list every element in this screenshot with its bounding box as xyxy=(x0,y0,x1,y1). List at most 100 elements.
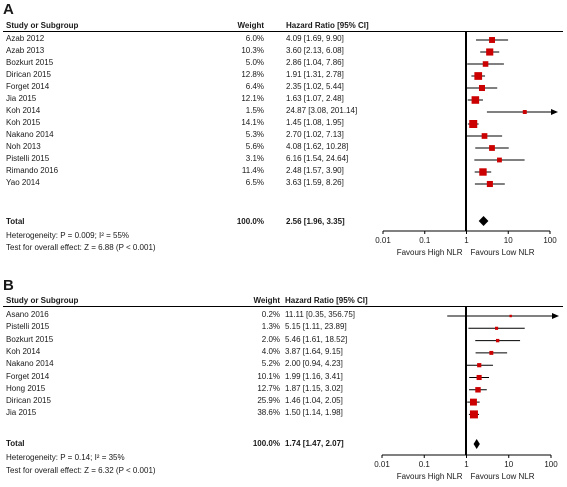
point-estimate xyxy=(479,168,487,176)
study-name: Nakano 2014 xyxy=(6,359,54,369)
x-tick-label: 0.01 xyxy=(374,460,390,469)
study-estimate: 2.86 [1.04, 7.86] xyxy=(286,58,344,67)
point-estimate xyxy=(476,374,482,381)
x-tick-label: 1 xyxy=(464,236,469,245)
study-estimate: 3.60 [2.13, 6.08] xyxy=(286,46,344,55)
panel-label: A xyxy=(3,1,14,18)
study-name: Forget 2014 xyxy=(6,82,50,91)
study-weight: 10.1% xyxy=(257,371,280,381)
study-estimate: 2.00 [0.94, 4.23] xyxy=(285,359,343,369)
study-weight: 12.1% xyxy=(241,94,264,103)
study-name: Dirican 2015 xyxy=(6,396,51,406)
study-name: Bozkurt 2015 xyxy=(6,58,54,67)
study-name: Azab 2012 xyxy=(6,34,45,43)
study-weight: 0.2% xyxy=(261,310,280,319)
x-tick-label: 10 xyxy=(504,460,513,469)
study-estimate: 2.35 [1.02, 5.44] xyxy=(286,82,344,91)
study-estimate: 1.46 [1.04, 2.05] xyxy=(285,396,343,406)
study-name: Jia 2015 xyxy=(6,94,37,103)
study-weight: 5.3% xyxy=(245,130,264,139)
study-estimate: 1.63 [1.07, 2.48] xyxy=(286,94,344,103)
heterogeneity-text: Heterogeneity: P = 0.14; I² = 35% xyxy=(6,453,125,462)
ci-arrow xyxy=(552,313,559,319)
study-weight: 25.9% xyxy=(257,396,280,406)
overall-effect-text: Test for overall effect: Z = 6.88 (P < 0… xyxy=(6,243,156,252)
study-estimate: 4.09 [1.69, 9.90] xyxy=(286,34,344,43)
forest-panel-a: A Study or Subgroup Weight Hazard Ratio … xyxy=(3,1,563,257)
point-estimate xyxy=(474,72,483,80)
study-estimate: 5.15 [1.11, 23.89] xyxy=(285,322,347,332)
point-estimate xyxy=(471,96,480,104)
study-weight: 14.1% xyxy=(241,118,264,127)
study-name: Koh 2014 xyxy=(6,346,41,356)
total-weight: 100.0% xyxy=(236,217,264,226)
study-estimate: 1.50 [1.14, 1.98] xyxy=(285,408,343,418)
point-estimate xyxy=(489,350,494,355)
heterogeneity-text: Heterogeneity: P = 0.009; I² = 55% xyxy=(6,231,130,240)
panel-label: B xyxy=(3,277,14,294)
study-estimate: 5.46 [1.61, 18.52] xyxy=(285,334,348,344)
total-estimate: 2.56 [1.96, 3.35] xyxy=(286,217,345,226)
study-estimate: 6.16 [1.54, 24.64] xyxy=(286,154,349,163)
study-estimate: 4.08 [1.62, 10.28] xyxy=(286,142,349,151)
effect-column-header: Hazard Ratio [95% CI] xyxy=(285,296,368,305)
study-weight: 11.4% xyxy=(241,166,264,175)
point-estimate xyxy=(522,110,527,114)
effect-column-header: Hazard Ratio [95% CI] xyxy=(286,21,369,30)
study-weight: 38.6% xyxy=(257,408,280,418)
total-estimate: 1.74 [1.47, 2.07] xyxy=(285,439,344,448)
point-estimate xyxy=(486,48,494,56)
study-name: Hong 2015 xyxy=(6,383,46,393)
ci-arrow xyxy=(551,109,558,115)
point-estimate xyxy=(489,37,495,43)
study-estimate: 2.70 [1.02, 7.13] xyxy=(286,130,344,139)
point-estimate xyxy=(486,180,493,188)
point-estimate xyxy=(478,84,486,92)
study-name: Pistelli 2015 xyxy=(6,322,50,332)
favours-left-label: Favours High NLR xyxy=(397,248,463,257)
study-name: Pistelli 2015 xyxy=(6,154,50,163)
study-name: Noh 2013 xyxy=(6,142,41,151)
study-weight: 1.3% xyxy=(261,322,280,332)
x-tick-label: 0.1 xyxy=(419,236,431,245)
study-name: Koh 2015 xyxy=(6,118,41,127)
study-weight: 4.0% xyxy=(261,346,280,356)
study-weight: 5.0% xyxy=(245,58,264,67)
x-tick-label: 10 xyxy=(504,236,513,245)
forest-plot-a: 0.01 0.1 1 10 100 Favours High NLR Favours Low… xyxy=(375,32,558,257)
study-name: Asano 2016 xyxy=(6,310,49,319)
study-column-header: Study or Subgroup xyxy=(6,21,79,30)
point-estimate xyxy=(489,145,495,151)
point-estimate xyxy=(475,387,481,393)
study-name: Rimando 2016 xyxy=(6,166,59,175)
study-name: Yao 2014 xyxy=(6,178,40,187)
x-tick-label: 1 xyxy=(464,460,469,469)
pooled-diamond xyxy=(478,216,489,226)
study-estimate: 1.99 [1.16, 3.41] xyxy=(285,371,343,381)
study-name: Azab 2013 xyxy=(6,46,45,55)
x-tick-label: 0.01 xyxy=(375,236,391,245)
overall-effect-text: Test for overall effect: Z = 6.32 (P < 0… xyxy=(6,466,156,475)
study-weight: 5.2% xyxy=(261,359,280,369)
point-estimate xyxy=(469,120,478,128)
point-estimate xyxy=(469,398,477,406)
point-estimate xyxy=(495,338,500,343)
point-estimate xyxy=(469,410,478,419)
x-tick-label: 100 xyxy=(543,236,557,245)
study-name: Dirican 2015 xyxy=(6,70,51,79)
point-estimate xyxy=(477,363,482,368)
study-estimate: 24.87 [3.08, 201.14] xyxy=(286,106,358,115)
point-estimate xyxy=(509,314,512,318)
total-label: Total xyxy=(6,439,25,448)
study-name: Jia 2015 xyxy=(6,408,37,418)
study-name: Nakano 2014 xyxy=(6,130,54,139)
header-rule xyxy=(3,306,563,307)
study-weight: 5.6% xyxy=(245,142,264,151)
forest-panel-b: B Study or Subgroup Weight Hazard Ratio … xyxy=(0,276,567,487)
point-estimate xyxy=(481,133,488,139)
study-name: Forget 2014 xyxy=(6,371,50,381)
forest-plot-b: 0.01 0.1 1 10 100 Favours High NLR Favours Low… xyxy=(374,307,559,481)
study-estimate: 1.91 [1.31, 2.78] xyxy=(286,70,344,79)
study-estimate: 1.87 [1.15, 3.02] xyxy=(285,383,343,393)
study-weight: 12.8% xyxy=(241,70,264,79)
